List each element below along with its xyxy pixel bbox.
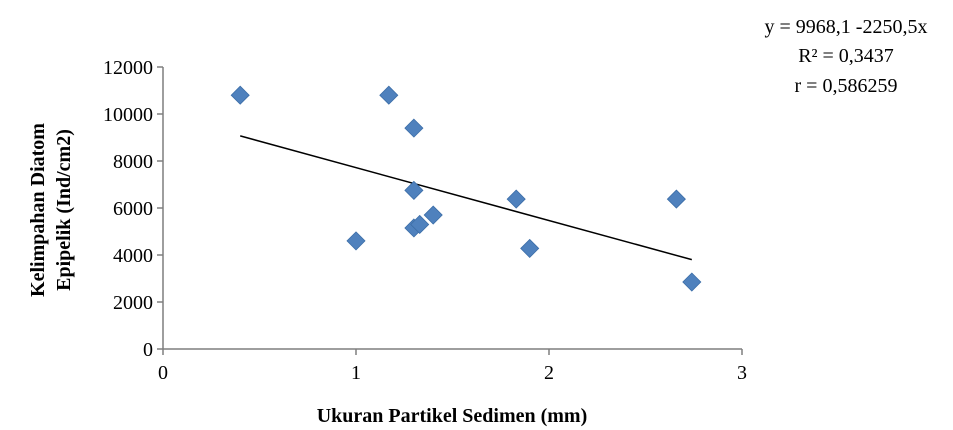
data-point [346, 231, 366, 251]
y-tick-label: 6000 [113, 198, 153, 220]
axes [162, 67, 742, 350]
data-point [666, 189, 686, 209]
x-axis-title: Ukuran Partikel Sedimen (mm) [317, 405, 588, 427]
equation-label: y = 9968,1 -2250,5x [765, 16, 928, 38]
y-tick-label: 4000 [113, 245, 153, 267]
x-tick-label: 0 [158, 362, 168, 384]
x-tick-label: 3 [737, 362, 747, 384]
data-point [230, 85, 250, 105]
data-point [379, 85, 399, 105]
trendline [240, 135, 693, 261]
x-tick-label: 2 [544, 362, 554, 384]
data-point [404, 180, 424, 200]
x-ticks: 0 1 2 3 [158, 349, 747, 384]
r-squared-label: R² = 0,3437 [798, 45, 894, 67]
y-ticks: 0 2000 4000 6000 8000 10000 12000 [103, 57, 163, 361]
data-points [230, 85, 702, 292]
y-axis-title: Kelimpahan Diatom Epipelik (Ind/cm2) [27, 123, 75, 297]
y-tick-label: 2000 [113, 292, 153, 314]
y-tick-label: 10000 [103, 104, 153, 126]
data-point [506, 189, 526, 209]
y-tick-label: 12000 [103, 57, 153, 79]
data-point [682, 272, 702, 292]
trend-annotation: y = 9968,1 -2250,5x R² = 0,3437 r = 0,58… [765, 16, 928, 97]
data-point [410, 214, 430, 235]
y-axis-title-line-1: Kelimpahan Diatom [27, 123, 49, 297]
data-point [520, 238, 540, 258]
y-tick-label: 8000 [113, 151, 153, 173]
r-label: r = 0,586259 [795, 75, 898, 97]
x-tick-label: 1 [351, 362, 361, 384]
data-point [423, 205, 443, 225]
y-axis-title-line-2: Epipelik (Ind/cm2) [53, 129, 75, 291]
data-point [404, 118, 424, 138]
y-tick-label: 0 [143, 339, 153, 361]
